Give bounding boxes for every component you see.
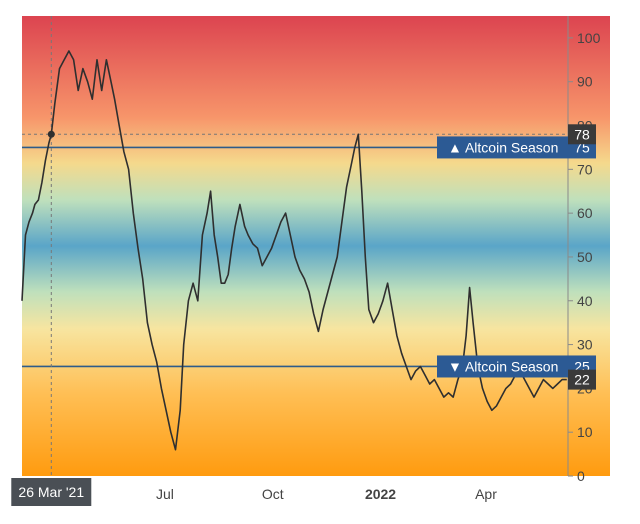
crosshair-date-badge[interactable]: 26 Mar '21 bbox=[11, 478, 92, 506]
threshold-label: ▲ Altcoin Season bbox=[448, 139, 558, 155]
crosshair-value-label: 78 bbox=[574, 126, 590, 142]
last-value-badge: 22 bbox=[568, 369, 596, 390]
crosshair-value-badge: 78 bbox=[568, 124, 596, 145]
y-tick-label: 30 bbox=[577, 337, 593, 353]
crosshair-point bbox=[47, 130, 55, 138]
last-value-label: 22 bbox=[574, 372, 590, 388]
x-axis: Jul Oct 2022 Apr bbox=[156, 486, 497, 502]
y-tick-label: 100 bbox=[577, 30, 601, 46]
y-tick-label: 90 bbox=[577, 74, 593, 90]
plot-background bbox=[22, 16, 610, 476]
crosshair-date-label: 26 Mar '21 bbox=[18, 484, 84, 500]
y-tick-label: 0 bbox=[577, 468, 585, 484]
x-tick-label: Oct bbox=[262, 486, 284, 502]
threshold-label-bg bbox=[437, 355, 568, 378]
y-tick-label: 50 bbox=[577, 249, 593, 265]
x-tick-label: Jul bbox=[156, 486, 174, 502]
threshold-label: ▼ Altcoin Season bbox=[448, 358, 558, 374]
threshold-label-bg bbox=[437, 136, 568, 159]
altcoin-index-line bbox=[21, 50, 567, 451]
y-tick-label: 70 bbox=[577, 161, 593, 177]
y-tick-label: 10 bbox=[577, 424, 593, 440]
y-axis: 0102030405060708090100 bbox=[567, 16, 601, 484]
x-tick-label: Apr bbox=[475, 486, 497, 502]
x-tick-label: 2022 bbox=[365, 486, 396, 502]
y-tick-label: 60 bbox=[577, 205, 593, 221]
y-tick-label: 40 bbox=[577, 293, 593, 309]
